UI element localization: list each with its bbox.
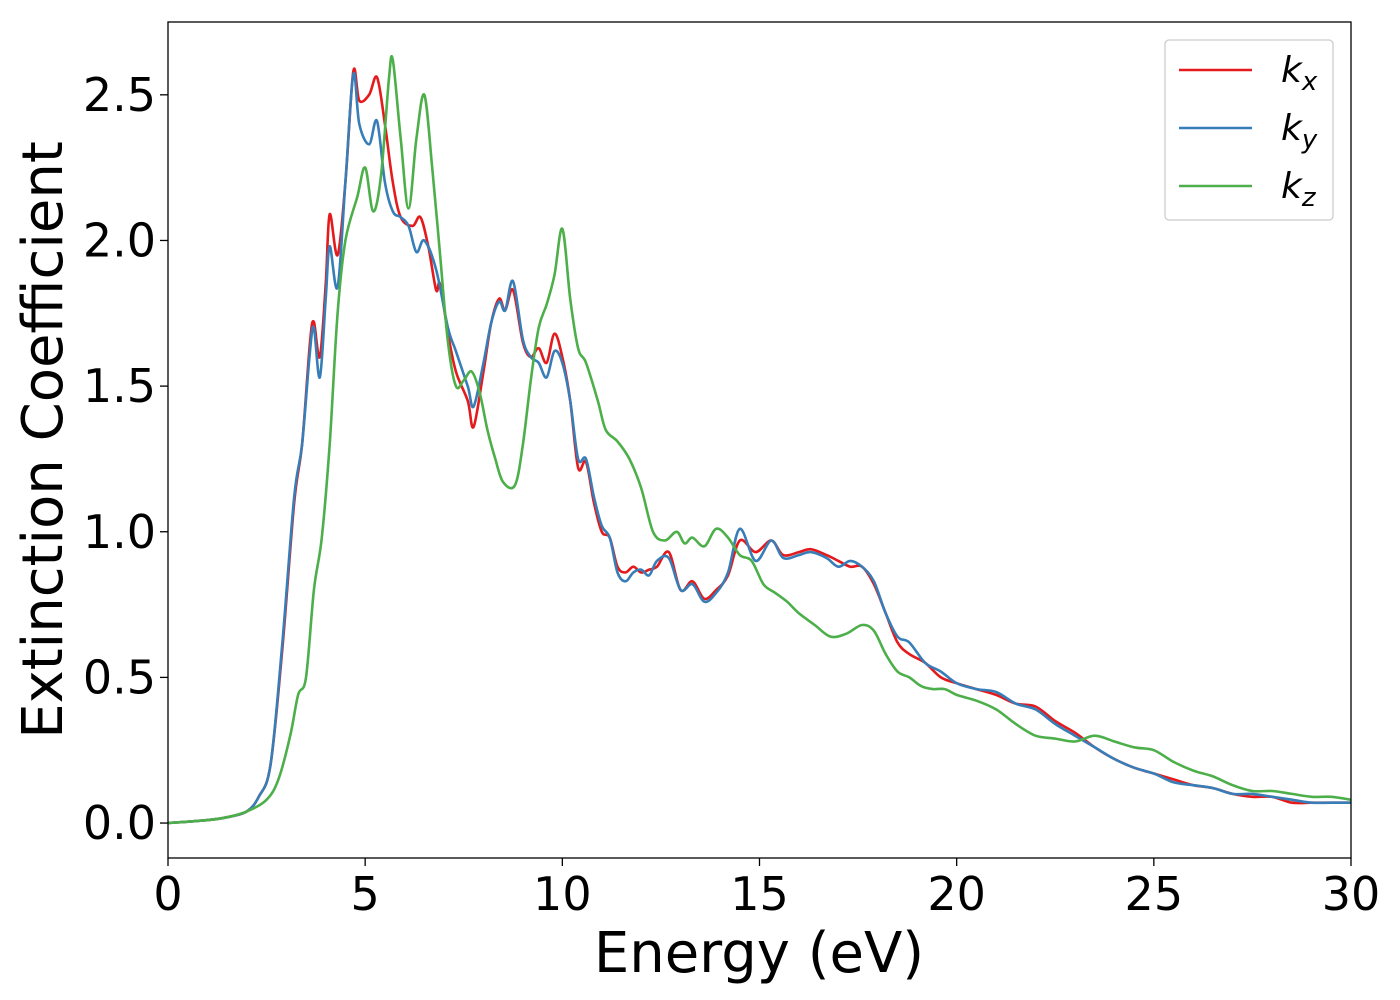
y-tick-label: 1.0 [83, 505, 156, 559]
y-tick-label: 2.5 [83, 68, 156, 122]
x-tick-label: 15 [730, 867, 789, 921]
legend-label-base: k [1281, 50, 1304, 91]
x-tick-label: 5 [351, 867, 380, 921]
y-tick-label: 0.5 [83, 650, 156, 704]
y-axis-title: Extinction Coefficient [11, 141, 76, 739]
legend-label-ky: ky [1281, 108, 1318, 155]
legend-label-subscript: y [1301, 125, 1318, 155]
plot-background [168, 22, 1351, 858]
series-line-ky [167, 71, 1351, 825]
y-tick-label: 2.0 [83, 213, 156, 267]
y-tick-label: 1.5 [83, 359, 156, 413]
legend-label-subscript: x [1301, 67, 1318, 97]
series-layer [167, 54, 1352, 825]
legend-label-kx: kx [1281, 50, 1318, 97]
legend-label-kz: kz [1281, 166, 1317, 213]
x-tick-label: 0 [153, 867, 182, 921]
x-tick-label: 10 [533, 867, 592, 921]
legend-label-subscript: z [1301, 183, 1317, 213]
series-line-kz [167, 54, 1352, 825]
y-axis: 0.0 0.5 1.0 1.5 2.0 2.5 [83, 68, 168, 850]
legend-frame [1164, 39, 1334, 221]
x-axis: 0 5 10 15 20 25 30 [153, 858, 1380, 921]
x-tick-label: 25 [1125, 867, 1184, 921]
legend-label-base: k [1281, 108, 1304, 149]
legend-label-base: k [1281, 166, 1304, 207]
x-tick-label: 30 [1322, 867, 1381, 921]
x-tick-label: 20 [927, 867, 986, 921]
x-axis-title: Energy (eV) [594, 921, 924, 986]
y-tick-label: 0.0 [83, 796, 156, 850]
